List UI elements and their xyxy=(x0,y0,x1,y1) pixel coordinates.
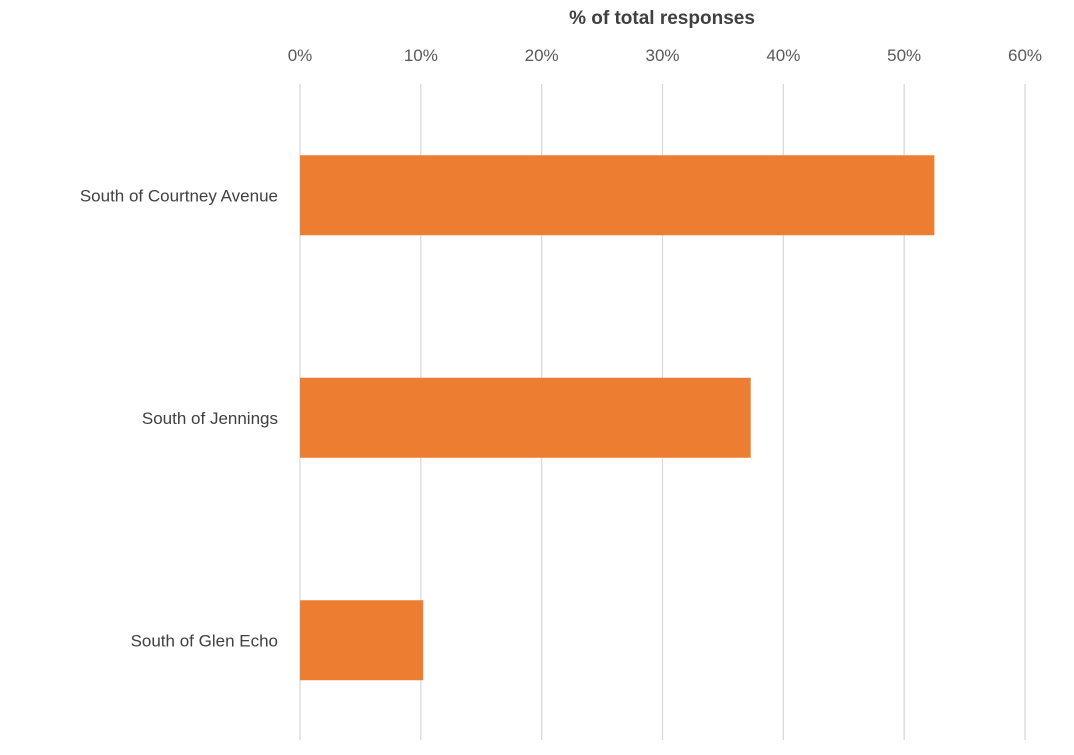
bar xyxy=(300,155,935,236)
category-labels: South of Courtney Avenue South of Jenning… xyxy=(80,186,278,650)
bar xyxy=(300,600,424,681)
x-tick-label: 30% xyxy=(645,46,679,65)
x-tick-label: 0% xyxy=(288,46,313,65)
x-tick-label: 10% xyxy=(404,46,438,65)
x-tick-label: 20% xyxy=(525,46,559,65)
category-label: South of Jennings xyxy=(142,409,278,428)
x-tick-label: 40% xyxy=(766,46,800,65)
category-label: South of Glen Echo xyxy=(131,631,278,650)
x-tick-label: 60% xyxy=(1008,46,1042,65)
x-axis-title: % of total responses xyxy=(569,8,755,29)
bar xyxy=(300,377,751,458)
bars xyxy=(300,155,935,681)
x-tick-label: 50% xyxy=(887,46,921,65)
x-axis-ticks: 0% 10% 20% 30% 40% 50% 60% xyxy=(288,46,1042,65)
category-label: South of Courtney Avenue xyxy=(80,186,278,205)
